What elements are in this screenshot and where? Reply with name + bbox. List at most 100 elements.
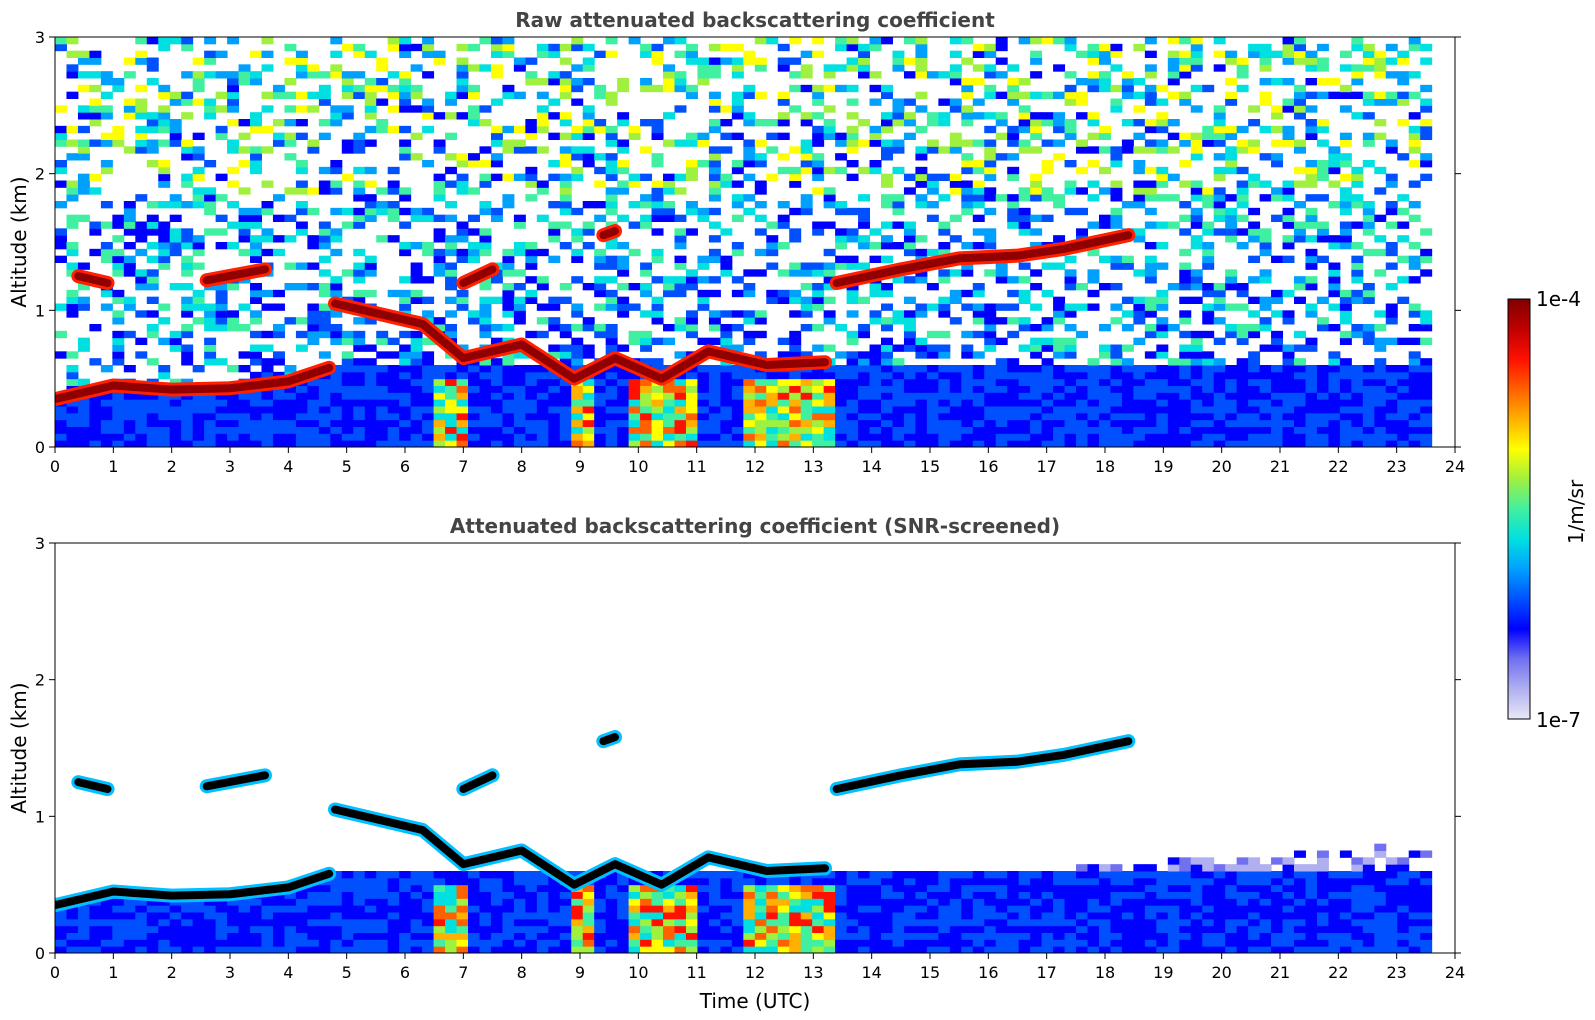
heat-cell (410, 296, 423, 304)
heat-cell (800, 262, 813, 270)
heat-cell (341, 412, 354, 421)
heat-cell (89, 139, 102, 147)
heat-cell (66, 289, 79, 298)
heat-cell (1110, 84, 1123, 93)
heat-cell (422, 912, 435, 920)
heat-cell (1282, 242, 1295, 250)
heat-cell (594, 891, 607, 899)
heat-cell (938, 296, 951, 304)
heat-cell (66, 214, 79, 222)
heat-cell (445, 433, 458, 441)
heat-cell (479, 925, 492, 933)
heat-cell (1110, 207, 1123, 216)
x-tick-label: 5 (342, 457, 352, 476)
heat-cell (272, 91, 285, 99)
heat-cell (169, 918, 182, 927)
heat-cell (135, 399, 148, 407)
heat-cell (835, 939, 848, 947)
heat-cell (479, 898, 492, 906)
heat-cell (881, 426, 893, 434)
heat-cell (571, 37, 584, 45)
heat-cell (536, 877, 549, 886)
heat-cell (1041, 119, 1054, 127)
heat-cell (1362, 440, 1375, 447)
heat-cell (204, 50, 217, 58)
heat-cell (1190, 221, 1203, 229)
heat-cell (112, 918, 125, 927)
heat-cell (295, 440, 308, 447)
heat-cell (238, 351, 251, 359)
heat-cell (674, 105, 687, 113)
heat-cell (66, 187, 79, 195)
heat-cell (1351, 296, 1364, 304)
heat-cell (777, 289, 790, 298)
heat-cell (1397, 235, 1410, 243)
heat-cell (938, 939, 951, 947)
heat-cell (961, 912, 974, 920)
heat-cell (915, 173, 928, 181)
heat-cell (1339, 187, 1352, 195)
heat-cell (341, 939, 354, 947)
heat-cell (571, 399, 584, 407)
heat-cell (685, 419, 698, 427)
heat-cell (1420, 419, 1433, 427)
heat-cell (892, 946, 905, 953)
heat-cell (984, 187, 997, 195)
heat-cell (881, 946, 893, 953)
heat-cell (77, 426, 90, 434)
heat-cell (1098, 214, 1111, 222)
heat-cell (376, 235, 389, 243)
heat-cell (456, 419, 469, 427)
heat-cell (571, 426, 584, 434)
heat-cell (318, 925, 331, 933)
heat-cell (1167, 71, 1180, 79)
heat-cell (594, 91, 607, 99)
heat-cell (341, 365, 354, 373)
heat-cell (823, 946, 836, 953)
heat-cell (685, 371, 698, 380)
heat-cell (318, 91, 331, 99)
heat-cell (215, 71, 228, 79)
heat-cell (330, 385, 343, 393)
heat-cell (192, 84, 205, 93)
heat-cell (1225, 365, 1238, 373)
heat-cell (949, 385, 962, 393)
heat-cell (961, 160, 974, 168)
heat-cell (490, 160, 503, 168)
heat-cell (146, 310, 159, 318)
heat-cell (1328, 269, 1341, 277)
heat-cell (651, 201, 664, 209)
heat-cell (410, 289, 423, 298)
heat-cell (341, 426, 354, 434)
heat-cell (422, 160, 435, 168)
heat-cell (926, 146, 939, 154)
heat-cell (1294, 98, 1306, 106)
heat-cell (1225, 392, 1238, 400)
heat-cell (353, 399, 366, 407)
heat-cell (674, 50, 687, 58)
heat-cell (1121, 419, 1134, 427)
heat-cell (617, 884, 630, 892)
heat-cell (1248, 310, 1261, 318)
heat-cell (789, 289, 802, 298)
heat-cell (708, 105, 721, 113)
heat-cell (938, 365, 951, 373)
heat-cell (984, 242, 997, 250)
heat-cell (490, 905, 503, 913)
heat-cell (720, 119, 733, 127)
y-tick-label: 3 (35, 28, 45, 47)
heat-cell (1053, 310, 1066, 318)
heat-cell (468, 891, 480, 899)
heat-cell (674, 426, 687, 434)
heat-cell (1133, 433, 1146, 441)
heat-cell (617, 242, 630, 250)
heat-cell (1305, 276, 1318, 284)
heat-cell (1351, 412, 1364, 421)
heat-cell (812, 37, 825, 45)
heat-cell (112, 84, 125, 93)
heat-cell (227, 946, 240, 953)
heat-cell (858, 385, 871, 393)
heat-cell (376, 912, 389, 920)
y-tick-label: 2 (35, 165, 45, 184)
heat-cell (1156, 412, 1169, 421)
